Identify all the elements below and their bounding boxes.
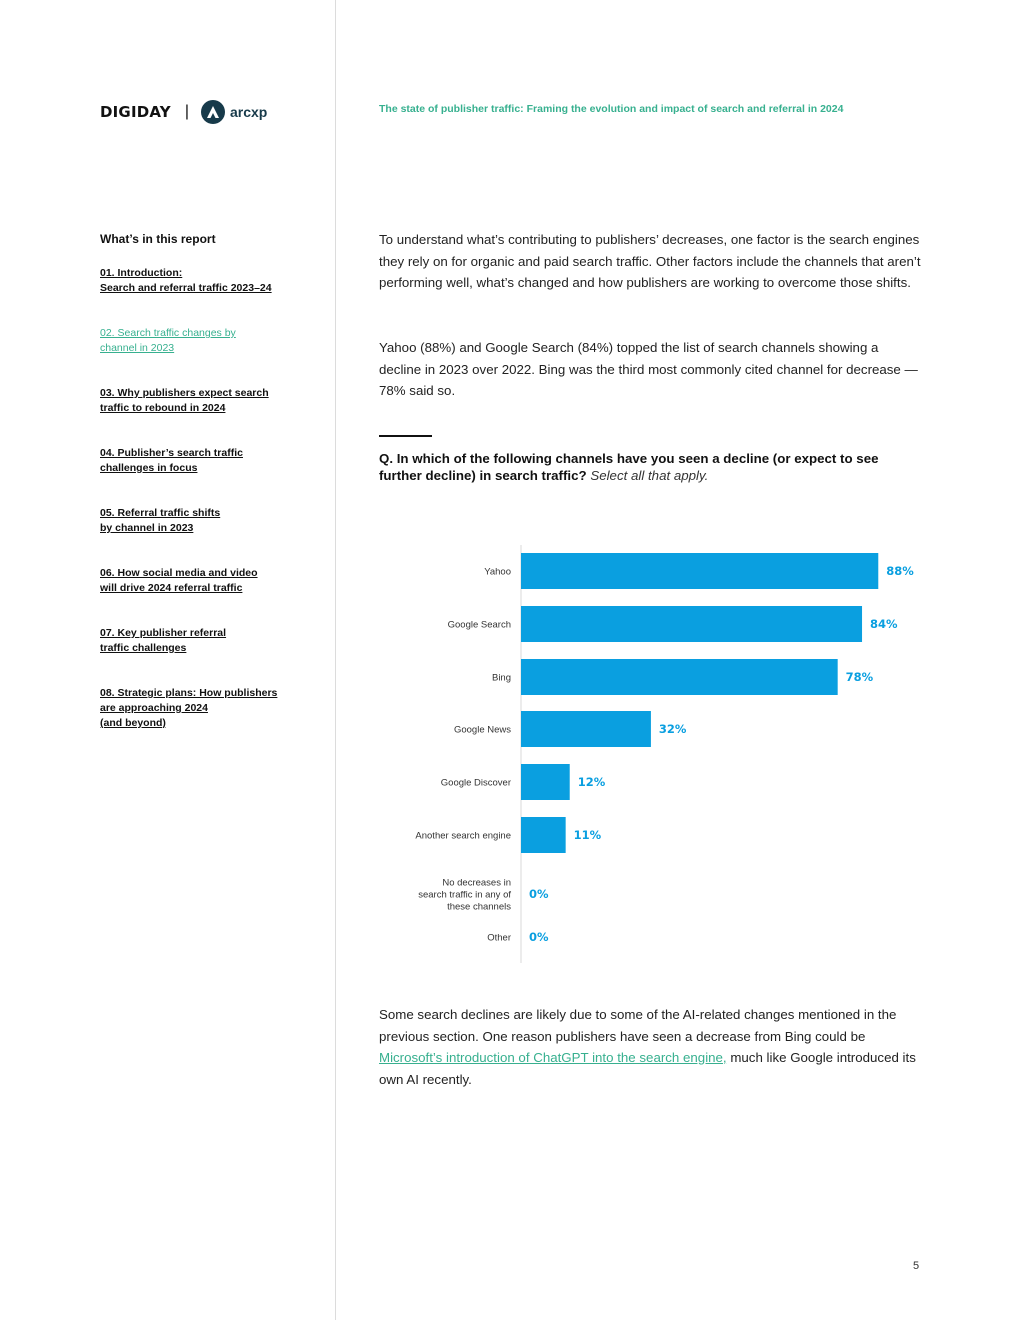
category-label: Another search engine [415, 831, 511, 842]
category-label-line: Another search engine [415, 831, 511, 842]
digiday-logo: DIGIDAY [100, 103, 171, 121]
closing-paragraph: Some search declines are likely due to s… [379, 1004, 924, 1090]
column-divider [335, 0, 336, 1320]
toc-item-line: Search and referral traffic 2023–24 [100, 282, 272, 294]
bar-value-label: 78% [846, 670, 874, 684]
question-rule [379, 435, 432, 437]
toc-item-line: by channel in 2023 [100, 522, 194, 534]
category-label: Other [487, 933, 511, 944]
toc-item-line: 02. Search traffic changes by [100, 327, 236, 339]
page-number: 5 [913, 1260, 920, 1272]
category-label-line: Google News [454, 725, 511, 736]
category-label-line: No decreases in [442, 878, 511, 889]
toc-item-line: challenges in focus [100, 462, 198, 474]
arcxp-logo: arcxp [229, 104, 268, 120]
category-label-line: these channels [447, 902, 511, 913]
toc-item-line: 01. Introduction: [100, 267, 183, 279]
paragraph-1: To understand what’s contributing to pub… [379, 232, 921, 290]
search-decline-bar-chart: 88% Yahoo 84% Google Search 78% Bing 32% Google… [415, 545, 914, 963]
toc-item-7[interactable]: 07. Key publisher referral traffic challe… [100, 626, 310, 656]
survey-question: Q. In which of the following channels ha… [379, 450, 919, 484]
category-label: Bing [492, 673, 511, 684]
category-label-line: Google Search [448, 620, 511, 631]
toc-item-line: 06. How social media and video [100, 567, 258, 579]
arcxp-icon [200, 100, 225, 124]
bar-value-label: 11% [574, 828, 602, 842]
category-label-line: Other [487, 933, 511, 944]
category-label-line: search traffic in any of [418, 890, 511, 901]
toc-item-line: 05. Referral traffic shifts [100, 507, 221, 519]
category-label-line: Bing [492, 673, 511, 684]
bar-value-label: 84% [870, 617, 898, 631]
toc-item-line: 08. Strategic plans: How publishers [100, 687, 278, 699]
category-label: Google Search [448, 620, 511, 631]
toc-item-1[interactable]: 01. Introduction: Search and referral tra… [100, 266, 310, 296]
toc-item-4[interactable]: 04. Publisher’s search traffic challenges… [100, 446, 310, 476]
toc-item-8[interactable]: 08. Strategic plans: How publishers are a… [100, 686, 310, 731]
toc-item-line: are approaching 2024 [100, 702, 208, 714]
toc-item-6[interactable]: 06. How social media and video will drive… [100, 566, 310, 596]
category-label: Yahoo [484, 567, 511, 578]
logo-row: DIGIDAY | arcxp [100, 98, 267, 126]
toc-heading: What’s in this report [100, 232, 216, 246]
findings-paragraph: Yahoo (88%) and Google Search (84%) topp… [379, 337, 924, 402]
paragraph-3-text-before: Some search declines are likely due to s… [379, 1007, 897, 1044]
toc-item-line: will drive 2024 referral traffic [100, 582, 243, 594]
bar-1 [521, 606, 863, 642]
question-instruction: Select all that apply. [590, 468, 709, 483]
bar-0 [521, 553, 879, 589]
bar-2 [521, 659, 838, 695]
report-title: The state of publisher traffic: Framing … [379, 103, 844, 115]
bar-value-label: 0% [529, 930, 549, 944]
toc-item-line: traffic to rebound in 2024 [100, 402, 226, 414]
logo-separator: | [184, 103, 189, 120]
toc-item-2[interactable]: 02. Search traffic changes by channel in … [100, 326, 310, 356]
toc-item-line: 07. Key publisher referral [100, 627, 227, 639]
bar-3 [521, 711, 651, 747]
category-label-line: Yahoo [484, 567, 511, 578]
toc-item-line: channel in 2023 [100, 342, 175, 354]
bar-value-label: 32% [659, 722, 687, 736]
category-label-line: Google Discover [441, 778, 511, 789]
bar-value-label: 12% [578, 775, 606, 789]
intro-paragraph: To understand what’s contributing to pub… [379, 229, 924, 294]
toc-item-line: 04. Publisher’s search traffic [100, 447, 243, 459]
toc-item-line: traffic challenges [100, 642, 187, 654]
category-label: Google Discover [441, 778, 511, 789]
toc-item-5[interactable]: 05. Referral traffic shifts by channel in… [100, 506, 310, 536]
category-label: No decreases in search traffic in any of t… [418, 878, 511, 913]
bar-value-label: 0% [529, 887, 549, 901]
toc-item-line: 03. Why publishers expect search [100, 387, 269, 399]
question-text: Q. In which of the following channels ha… [379, 451, 879, 483]
toc-item-line: (and beyond) [100, 717, 166, 729]
paragraph-3: Some search declines are likely due to s… [379, 1004, 924, 1090]
category-label: Google News [454, 725, 511, 736]
paragraph-2: Yahoo (88%) and Google Search (84%) topp… [379, 340, 918, 398]
toc-item-3[interactable]: 03. Why publishers expect search traffic … [100, 386, 310, 416]
chatgpt-bing-link[interactable]: Microsoft’s introduction of ChatGPT into… [379, 1050, 727, 1065]
bar-4 [521, 764, 570, 800]
bar-5 [521, 817, 566, 853]
bar-value-label: 88% [886, 564, 914, 578]
paragraph-3-text-after: much like Google introduced its own AI r… [379, 1050, 916, 1087]
